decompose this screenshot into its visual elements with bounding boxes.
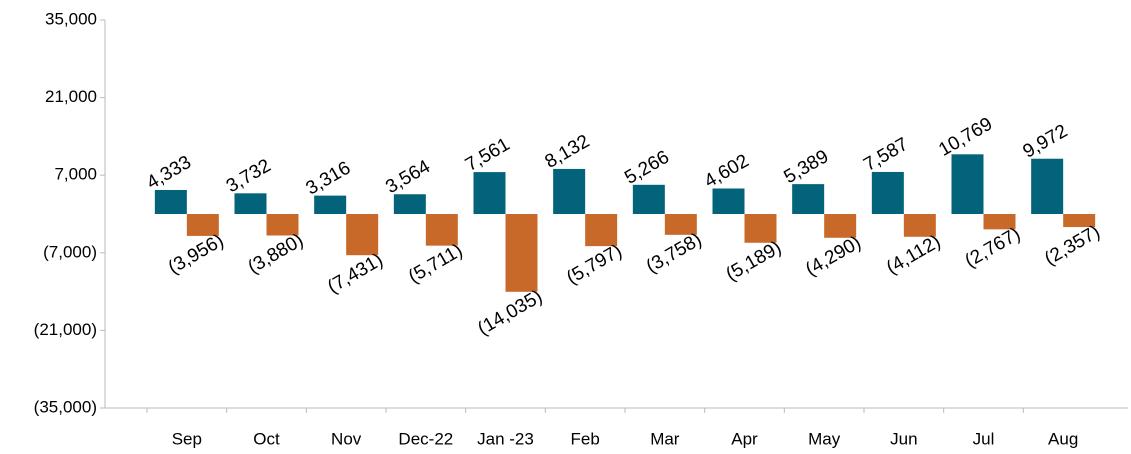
bar [824, 214, 857, 238]
bar [473, 172, 506, 214]
value-label: (2,767) [961, 224, 1024, 272]
y-tick-label: (35,000) [34, 397, 97, 416]
bar [871, 171, 904, 214]
value-label: (3,880) [244, 230, 307, 278]
y-tick-label: (7,000) [43, 242, 97, 261]
bar [585, 214, 618, 247]
bar [983, 214, 1016, 230]
bar [393, 194, 426, 214]
bar [346, 214, 379, 256]
x-tick-label: Dec-22 [398, 429, 453, 448]
value-label: 10,769 [935, 114, 996, 161]
value-label: (5,711) [405, 240, 466, 288]
bar [505, 214, 538, 292]
x-tick-label: Sep [172, 429, 202, 448]
bar [903, 214, 936, 237]
value-label: (5,189) [722, 237, 785, 285]
y-tick-label: 7,000 [54, 165, 97, 184]
value-label: 3,732 [223, 155, 275, 197]
value-label: (4,112) [883, 231, 944, 279]
x-tick-label: Feb [571, 429, 600, 448]
bar [632, 184, 665, 214]
value-label: (4,290) [802, 232, 865, 280]
bar [951, 154, 984, 214]
x-tick-label: Jun [890, 429, 917, 448]
value-label: 9,972 [1020, 121, 1072, 163]
y-tick-label: 21,000 [45, 87, 97, 106]
value-label: (2,357) [1041, 221, 1104, 269]
value-label: 7,587 [860, 134, 912, 176]
x-tick-label: Apr [731, 429, 758, 448]
y-tick-label: (21,000) [34, 320, 97, 339]
x-tick-label: Jan -23 [477, 429, 534, 448]
bar [744, 214, 777, 243]
bar [154, 189, 187, 214]
bar [425, 214, 458, 246]
bar [234, 193, 267, 214]
value-label: (5,797) [563, 241, 626, 289]
x-tick-label: Nov [331, 429, 362, 448]
value-label: 7,561 [462, 134, 514, 176]
value-label: 4,602 [701, 150, 753, 192]
bar [1063, 214, 1096, 228]
value-label: (14,035) [474, 286, 546, 340]
value-label: 3,316 [303, 158, 355, 200]
bar [553, 168, 586, 214]
bar [314, 195, 347, 214]
bar [664, 214, 697, 235]
value-label: 5,389 [781, 146, 833, 188]
bar [186, 214, 219, 236]
bar [266, 214, 299, 236]
bar [792, 184, 825, 214]
x-tick-label: Mar [650, 429, 680, 448]
x-tick-label: May [808, 429, 841, 448]
bar [712, 188, 745, 214]
value-label: (7,431) [324, 250, 387, 298]
bar [1031, 158, 1064, 214]
value-label: 5,266 [621, 147, 673, 189]
x-tick-label: Aug [1048, 429, 1078, 448]
y-tick-label: 35,000 [45, 9, 97, 28]
value-label: 8,132 [542, 131, 594, 173]
value-label: (3,956) [165, 230, 228, 278]
value-label: 4,333 [143, 152, 195, 194]
x-tick-label: Oct [253, 429, 280, 448]
x-tick-label: Jul [973, 429, 995, 448]
value-label: (3,758) [643, 229, 706, 277]
value-label: 3,564 [382, 156, 434, 198]
